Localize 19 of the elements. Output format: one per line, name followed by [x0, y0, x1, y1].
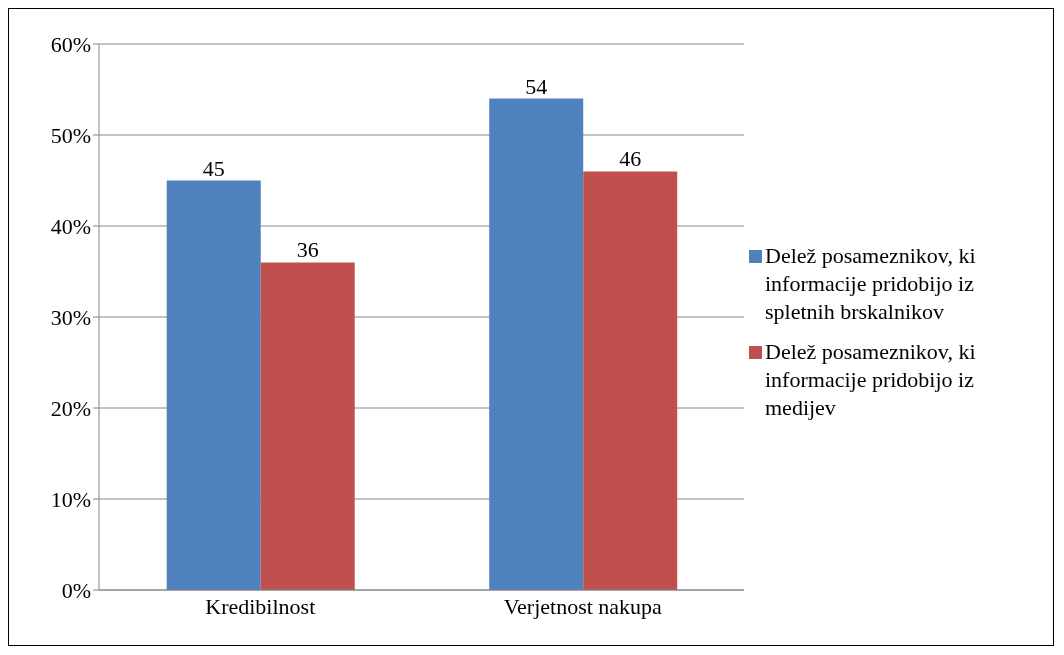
legend-label: Delež posameznikov, ki informacije pridobijo iz spletnih brskalnikov: [765, 242, 977, 326]
y-tick-label: 30%: [50, 304, 91, 330]
data-label: 45: [202, 155, 225, 181]
y-tick-label: 50%: [50, 122, 91, 148]
data-label: 36: [296, 237, 319, 263]
x-tick-label: Kredibilnost: [205, 593, 316, 619]
y-tick-label: 10%: [50, 486, 91, 512]
y-tick-label: 0%: [61, 577, 91, 603]
y-tick-label: 20%: [50, 395, 91, 421]
bar: [166, 180, 261, 590]
x-tick-label: Verjetnost nakupa: [503, 593, 663, 619]
bar: [489, 98, 584, 590]
data-label: 46: [619, 146, 642, 172]
y-tick-label: 40%: [50, 213, 91, 239]
bar: [583, 171, 678, 590]
bar: [260, 262, 355, 590]
y-tick-label: 60%: [50, 31, 91, 57]
legend-label: Delež posameznikov, ki informacije pridobijo iz medijev: [765, 338, 977, 422]
data-label: 54: [525, 73, 548, 99]
